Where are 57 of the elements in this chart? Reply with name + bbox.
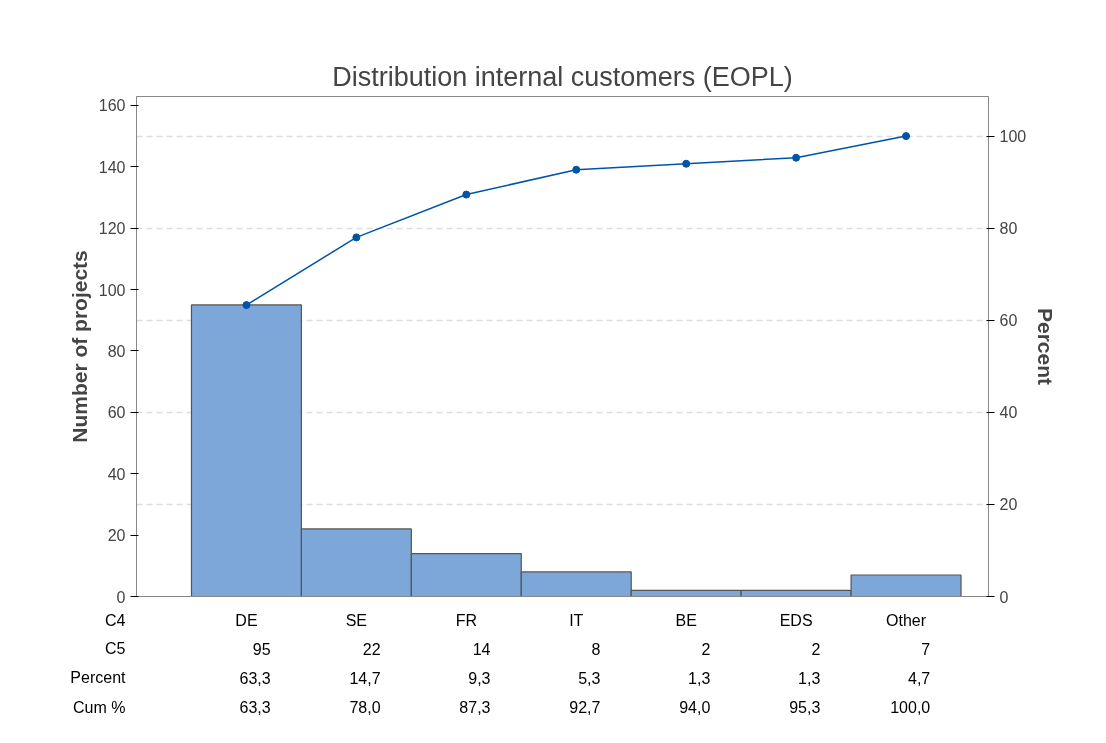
- y-tick-label: 20: [107, 527, 126, 545]
- text: C4: [105, 611, 126, 629]
- y2-tick-label: 20: [999, 496, 1018, 514]
- x-tick-label: IT: [569, 611, 584, 629]
- chart-title: Distribution internal customers (EOPL): [332, 61, 793, 92]
- data-label: 63,3: [239, 699, 271, 717]
- data-label: 100,0: [890, 699, 931, 717]
- data-label: 2: [811, 640, 821, 658]
- y-axis-title: Number of projects: [67, 250, 91, 443]
- text: C5: [105, 640, 126, 658]
- y2-tick-label: 40: [999, 404, 1018, 422]
- point: [902, 132, 911, 141]
- text: 1,3: [798, 669, 821, 687]
- point: [572, 165, 581, 174]
- y-tick-label: 140: [98, 158, 126, 176]
- y-tick-label: 100: [98, 281, 126, 299]
- y-tick-label: 120: [98, 220, 126, 238]
- y2-axis-title: Percent: [1034, 307, 1058, 386]
- text: 4,7: [907, 669, 931, 687]
- x-tick-label: BE: [675, 611, 697, 629]
- point: [792, 153, 801, 162]
- point: [462, 190, 471, 199]
- y2-tick-label: 60: [999, 312, 1018, 330]
- data-label: 87,3: [459, 699, 491, 717]
- data-label: 78,0: [349, 699, 381, 717]
- y-tick-label: 0: [116, 588, 126, 606]
- data-label: 14: [472, 640, 491, 658]
- x-tick-label: FR: [455, 611, 477, 629]
- point: [242, 301, 251, 310]
- text: 63,3: [239, 669, 271, 687]
- y-tick-label: 40: [107, 465, 126, 483]
- point: [352, 233, 361, 242]
- data-label: 2: [701, 640, 711, 658]
- data-label: 92,7: [569, 699, 601, 717]
- data-label: 22: [362, 640, 381, 658]
- x-tick-label: Other: [886, 611, 927, 629]
- x-tick-label: SE: [345, 611, 368, 629]
- text: Cum %: [73, 698, 126, 716]
- data-label: 94,0: [679, 699, 711, 717]
- y-tick-label: 60: [107, 404, 126, 422]
- text: Percent: [70, 669, 127, 687]
- text: 14,7: [349, 669, 381, 687]
- y2-tick-label: 80: [999, 220, 1018, 238]
- text: 5,3: [578, 669, 601, 687]
- text: 1,3: [688, 669, 711, 687]
- data-label: 8: [591, 640, 601, 658]
- data-label: 7: [921, 640, 931, 658]
- y2-tick-label: 0: [999, 588, 1009, 606]
- y-tick-label: 80: [107, 342, 126, 360]
- point: [682, 159, 691, 168]
- y-tick-label: 160: [98, 97, 126, 115]
- x-tick-label: EDS: [779, 611, 813, 629]
- x-tick-label: DE: [235, 611, 258, 629]
- text: 9,3: [468, 669, 491, 687]
- data-label: 95,3: [789, 699, 821, 717]
- data-label: 95: [252, 640, 271, 658]
- y2-tick-label: 100: [999, 128, 1027, 146]
